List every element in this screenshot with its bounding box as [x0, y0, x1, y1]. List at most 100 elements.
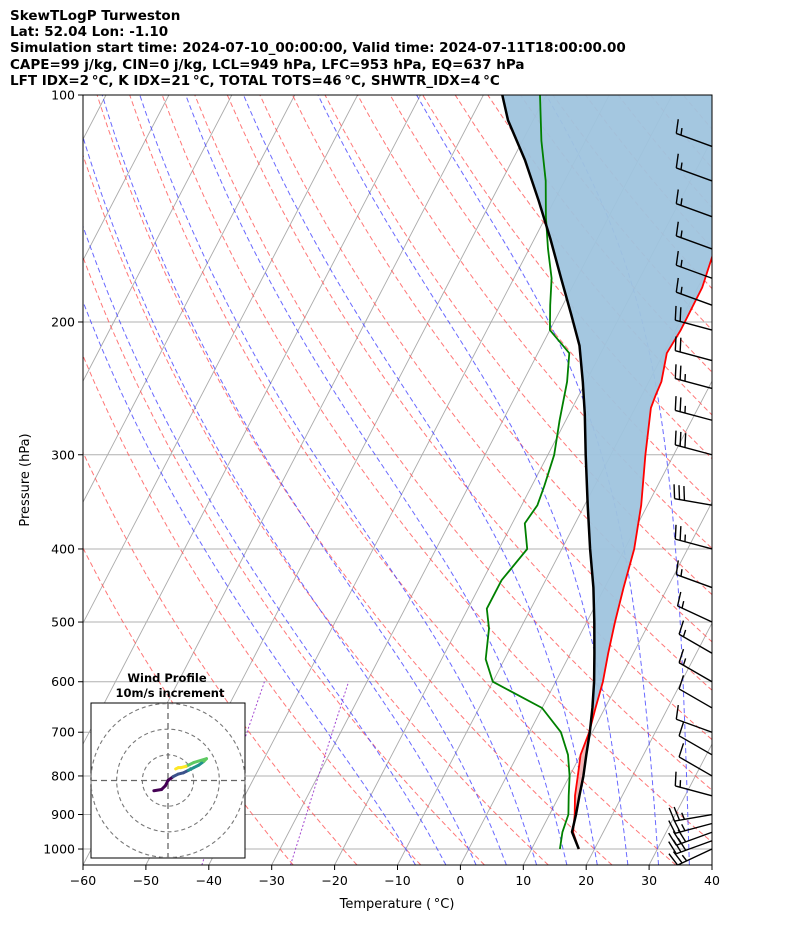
- wind-barb: [678, 648, 713, 683]
- isotherm-line: [83, 95, 170, 262]
- y-axis-label: Pressure (hPa): [18, 433, 33, 526]
- moist-adiabat-line: [83, 224, 447, 865]
- hodograph-title: Wind Profile: [127, 671, 207, 685]
- wind-barb-shaft: [674, 497, 713, 506]
- wind-barb-flag: [679, 337, 682, 353]
- y-tick-label: 1000: [43, 842, 75, 857]
- hodograph-segment: [174, 766, 180, 771]
- wind-barb-half-flag: [682, 629, 687, 637]
- wind-barb-shaft: [678, 688, 713, 709]
- wind-barb-shaft: [675, 377, 713, 390]
- wind-barb-flag: [674, 524, 677, 540]
- wind-barb: [675, 560, 713, 589]
- wind-barb: [678, 743, 713, 777]
- y-tick-label: 700: [51, 725, 75, 740]
- wind-barb-flag: [675, 153, 679, 169]
- x-tick-label: −40: [196, 873, 222, 888]
- wind-barb: [668, 848, 713, 866]
- wind-barb-half-flag: [681, 854, 688, 862]
- isotherm-line: [83, 95, 358, 625]
- wind-barb: [675, 189, 713, 218]
- wind-barb-shaft: [676, 840, 713, 855]
- wind-barb-flag: [679, 307, 682, 322]
- wind-barb-flag: [678, 743, 685, 758]
- dry-adiabat-line: [83, 451, 358, 865]
- y-tick-label: 800: [51, 768, 75, 783]
- wind-barb-flag: [668, 820, 676, 834]
- y-tick-label: 500: [51, 615, 75, 630]
- cape-region: [502, 95, 712, 708]
- chart-header: SkewTLogP Turweston Lat: 52.04 Lon: -1.1…: [10, 8, 790, 89]
- isotherm-line: [711, 864, 712, 865]
- wind-barb-half-flag: [681, 824, 686, 832]
- x-tick-label: 40: [704, 873, 720, 888]
- x-tick-label: 0: [456, 873, 464, 888]
- x-tick-label: 30: [641, 873, 657, 888]
- x-tick-label: −60: [70, 873, 96, 888]
- wind-barb-flag: [675, 189, 679, 204]
- wind-barb-half-flag: [680, 569, 683, 577]
- wind-barb-shaft: [675, 444, 713, 456]
- wind-barb-half-flag: [680, 230, 683, 238]
- wind-barb-shaft: [676, 264, 713, 279]
- wind-barb-flag: [675, 119, 679, 134]
- wind-barb-shaft: [676, 291, 713, 306]
- y-tick-label: 900: [51, 807, 75, 822]
- wind-barb-half-flag: [680, 259, 683, 268]
- moist-adiabat-line: [185, 95, 568, 865]
- isotherm-line: [585, 622, 712, 865]
- dry-adiabat-line: [83, 255, 485, 865]
- wind-barb: [676, 591, 713, 623]
- wind-barb-flag: [679, 397, 682, 412]
- wind-barb: [673, 484, 713, 506]
- wind-barb-flag: [668, 832, 677, 846]
- wind-barb: [674, 305, 713, 331]
- wind-barb-flag: [673, 806, 681, 821]
- y-tick-label: 300: [51, 447, 75, 462]
- moist-adiabat-line: [243, 95, 598, 865]
- wind-barb-shaft: [676, 831, 713, 846]
- wind-barb: [675, 153, 713, 182]
- wind-barb: [675, 221, 713, 250]
- wind-barb-flag: [675, 221, 679, 237]
- wind-barb-flag: [679, 365, 682, 380]
- x-tick-label: −20: [321, 873, 347, 888]
- wind-barbs: [668, 119, 713, 866]
- wind-barb: [675, 277, 713, 306]
- cape-cin-fills: [502, 95, 712, 849]
- wind-barb-shaft: [676, 132, 713, 148]
- isotherm-line: [775, 95, 794, 865]
- x-tick-label: −10: [384, 873, 410, 888]
- indices-line-2: LFT IDX=2 °C, K IDX=21 °C, TOTAL TOTS=46…: [10, 72, 500, 89]
- wind-barb-flag: [678, 648, 685, 663]
- wind-barb-shaft: [678, 735, 713, 756]
- wind-barb-shaft: [676, 203, 713, 218]
- wind-barb-shaft: [677, 605, 713, 623]
- wind-barb: [674, 524, 713, 550]
- location-line: Lat: 52.04 Lon: -1.10: [10, 24, 169, 41]
- isotherm-line: [208, 95, 610, 865]
- dewpoint-line: [484, 95, 571, 850]
- wind-barb-half-flag: [680, 127, 683, 136]
- wind-barb-flag: [674, 364, 677, 379]
- y-tick-label: 400: [51, 541, 75, 556]
- parcel-line: [501, 95, 596, 850]
- time-line: Simulation start time: 2024-07-10_00:00:…: [10, 40, 626, 57]
- wind-barb-shaft: [678, 662, 713, 683]
- wind-barb: [678, 620, 713, 654]
- dry-adiabat-line: [83, 354, 422, 865]
- wind-barb-flag: [679, 431, 682, 447]
- indices-line-1: CAPE=99 j/kg, CIN=0 j/kg, LCL=949 hPa, L…: [10, 56, 525, 73]
- wind-barb: [674, 396, 713, 421]
- wind-barb-flag: [675, 704, 679, 720]
- wind-barb-flag: [674, 305, 677, 321]
- x-tick-label: −30: [259, 873, 285, 888]
- dry-adiabat-line: [96, 95, 613, 865]
- wind-barb-flag: [668, 807, 676, 822]
- profile-lines: [484, 95, 712, 850]
- wind-barb-flag: [683, 486, 686, 501]
- moist-adiabat-line: [317, 95, 629, 865]
- wind-barb-half-flag: [682, 658, 687, 666]
- isotherm-line: [83, 95, 233, 383]
